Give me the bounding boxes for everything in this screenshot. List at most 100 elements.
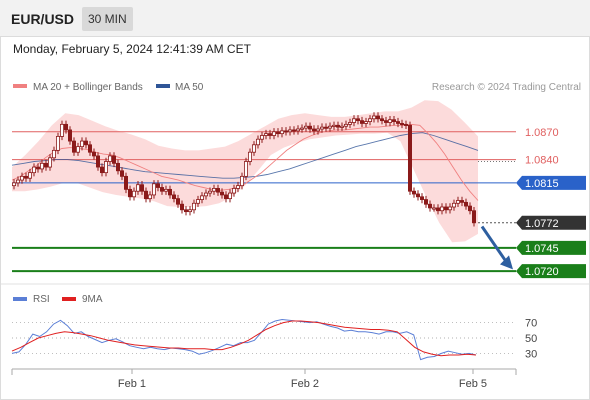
candle-body	[471, 210, 476, 224]
candle-body	[419, 196, 424, 200]
candle-body	[295, 128, 300, 132]
level-tag-support	[516, 264, 586, 279]
candle-body	[339, 125, 344, 128]
rsi-tick-label: 30	[525, 348, 537, 360]
candle-body	[36, 166, 41, 170]
candle-body	[395, 121, 400, 124]
level-tag-pivot	[516, 175, 586, 190]
candle-body	[435, 207, 440, 212]
candle-body	[40, 162, 45, 170]
ma50-line	[11, 132, 479, 179]
ma20-legend-label: MA 20 + Bollinger Bands	[33, 82, 143, 93]
candle-body	[167, 188, 172, 196]
timeframe-button[interactable]: 30 MIN	[82, 7, 133, 31]
candle-body	[116, 162, 121, 172]
candle-body	[467, 205, 472, 212]
candle-body	[183, 209, 188, 213]
candle-body	[92, 151, 97, 157]
chart-timestamp: Monday, February 5, 2024 12:41:39 AM CET	[13, 42, 251, 56]
candle-body	[427, 203, 432, 209]
level-tag-current	[516, 215, 586, 230]
candle-body	[147, 194, 152, 200]
candle-body	[383, 120, 388, 123]
candle-body	[76, 146, 81, 153]
candle-body	[351, 118, 356, 123]
rsi-legend-swatch	[13, 297, 27, 301]
candle-body	[311, 128, 316, 132]
candle-body	[72, 140, 77, 153]
candle-body	[179, 203, 184, 211]
candle-body	[139, 184, 144, 192]
candle-body	[439, 206, 444, 212]
candle-body	[247, 151, 252, 162]
candle-body	[399, 123, 404, 126]
level-label-current: 1.0772	[525, 218, 559, 230]
candle-body	[15, 179, 20, 184]
candle-body	[143, 190, 148, 200]
candle-body	[287, 129, 292, 133]
candle-body	[207, 190, 212, 194]
time-axis-label: Feb 5	[459, 378, 487, 390]
candle-body	[415, 193, 420, 198]
candle-body	[163, 188, 168, 192]
candle-body	[243, 161, 248, 177]
time-axis-label: Feb 1	[118, 378, 146, 390]
candle-body	[387, 119, 392, 123]
candle-body	[371, 115, 376, 120]
candle-body	[307, 125, 312, 130]
candle-body	[199, 195, 204, 200]
rsi-ma-line	[11, 320, 477, 357]
candle-body	[56, 136, 61, 151]
ma20-legend-swatch	[13, 84, 27, 88]
candle-body	[171, 194, 176, 200]
candle-body	[84, 140, 89, 146]
time-axis-label: Feb 2	[291, 378, 319, 390]
candle-body	[279, 130, 284, 135]
rsi-tick-label: 50	[525, 333, 537, 345]
candle-body	[455, 200, 460, 204]
level-label-support: 1.0720	[525, 266, 559, 278]
candle-body	[215, 188, 220, 193]
forecast-arrow-head	[500, 255, 513, 270]
candle-body	[379, 118, 384, 122]
candle-body	[299, 127, 304, 130]
candle-body	[32, 166, 37, 174]
candle-body	[48, 157, 53, 168]
candle-body	[319, 126, 324, 130]
level-label-resistance: 1.0840	[525, 155, 559, 167]
candle-body	[323, 126, 328, 129]
forecast-arrow-shaft	[480, 225, 508, 263]
candle-body	[407, 124, 412, 192]
candle-body	[11, 182, 16, 187]
candle-body	[127, 188, 132, 198]
candle-body	[195, 199, 200, 204]
candle-body	[259, 135, 264, 140]
candle-body	[227, 192, 232, 200]
candle-body	[191, 202, 196, 211]
candle-body	[367, 118, 372, 122]
candle-body	[235, 185, 240, 189]
candle-body	[64, 123, 69, 131]
rsi-ma-legend-label: 9MA	[82, 294, 103, 305]
candle-body	[283, 130, 288, 133]
candle-body	[271, 131, 276, 136]
candle-body	[135, 184, 140, 192]
candle-body	[327, 125, 332, 129]
candle-body	[347, 122, 352, 125]
candle-body	[363, 121, 368, 124]
candle-body	[231, 188, 236, 194]
candle-body	[447, 206, 452, 211]
level-tag-support	[516, 240, 586, 255]
candle-body	[159, 187, 164, 192]
rsi-legend-label: RSI	[33, 294, 50, 305]
candle-body	[19, 175, 24, 181]
rsi-ma-legend-swatch	[62, 297, 76, 301]
candle-body	[359, 120, 364, 124]
candle-body	[331, 124, 336, 127]
candle-body	[411, 190, 416, 195]
candle-body	[355, 118, 360, 122]
candle-body	[52, 149, 57, 159]
candle-body	[219, 191, 224, 196]
candle-body	[223, 194, 228, 200]
rsi-tick-label: 70	[525, 318, 537, 330]
